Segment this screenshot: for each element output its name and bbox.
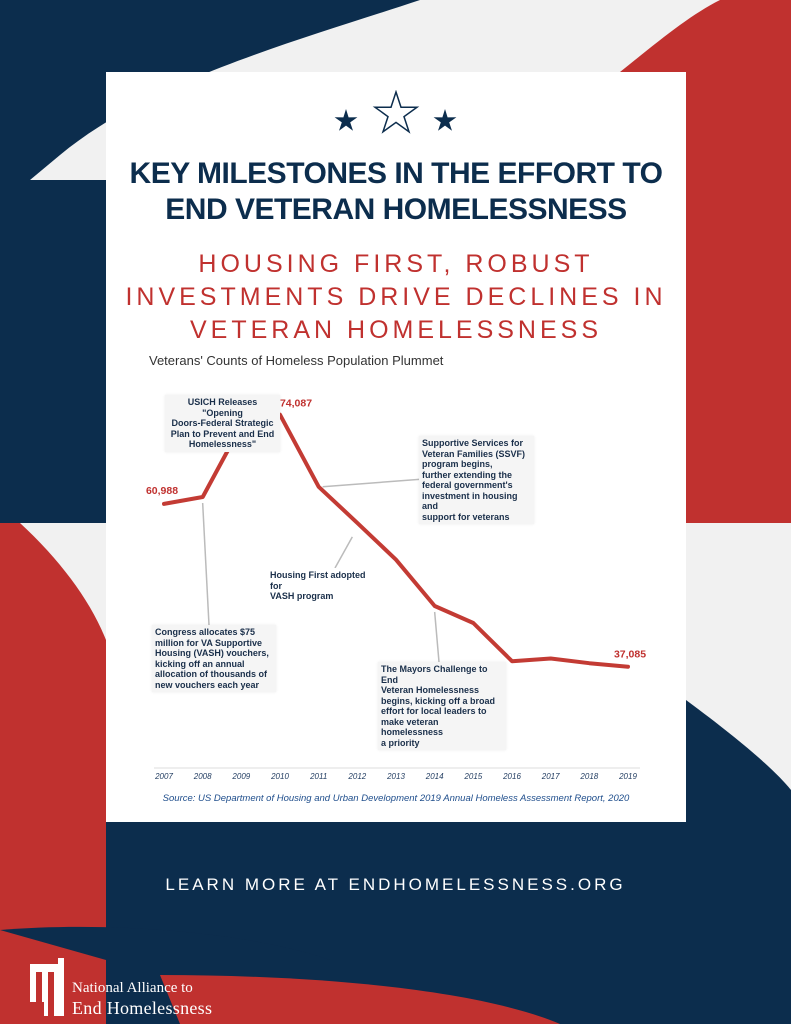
subtitle-line: VETERAN HOMELESSNESS [189,316,603,344]
annotation-line: further extending the [422,469,513,480]
annotation-line: Doors-Federal Strategic [171,418,274,428]
x-tick-label: 2009 [231,772,250,781]
annotation-line: Congress allocates $75 [155,627,256,637]
organization-name-line1: National Alliance to [72,980,193,996]
annotation-leader-line [334,536,353,569]
learn-more-text: LEARN MORE AT ENDHOMELESSNESS.ORG [165,875,626,894]
annotation-line: Veteran Families (SSVF) [422,448,526,459]
data-point [587,661,591,665]
data-point [394,558,398,562]
title-line: END VETERAN HOMELESSNESS [165,193,627,226]
x-tick-label: 2012 [347,772,366,781]
annotation-leader-line [322,478,425,488]
annotation-line: make veteran homelessness [381,716,444,738]
building-logo-icon [28,958,64,1016]
line-chart: 60,988 74,087 37,085 2007 2008 2009 2010 2011 20… [146,398,646,781]
data-point [317,485,321,489]
star-outline-icon [372,90,420,134]
data-point [471,621,475,625]
annotation-line: Supportive Services for [422,438,524,448]
annotation-line: federal government's [422,480,513,490]
data-point [162,502,166,506]
annotation-leader-line [433,611,440,663]
star-icon [334,109,358,131]
data-label: 60,988 [146,485,178,497]
x-tick-label: 2015 [463,772,482,781]
annotation-line: million for VA Supportive [155,637,263,648]
data-point [510,659,514,663]
chart-source: Source: US Department of Housing and Urb… [162,793,630,804]
annotation-leader-line [201,502,210,626]
subtitle-line: INVESTMENTS DRIVE DECLINES IN [125,283,667,311]
stars-decoration [334,90,457,134]
x-tick-label: 2019 [618,772,637,781]
x-tick-label: 2014 [425,772,444,781]
star-icon [433,109,457,131]
annotation-line: effort for local leaders to [381,706,487,716]
annotation-line: program begins, [422,459,493,469]
data-label: 74,087 [280,398,312,410]
annotation-line: allocation of thousands of [155,669,267,679]
data-point [433,604,437,608]
x-tick-label: 2017 [541,772,560,781]
x-tick-label: 2008 [193,772,212,781]
annotation-usich: USICH Releases "Opening Doors-Federal St… [165,395,280,452]
data-point [549,656,553,660]
annotation-line: kicking off an annual [155,658,245,669]
annotation-line: investment in housing and [422,490,518,512]
annotation-mayors-challenge: The Mayors Challenge to End Veteran Home… [378,662,506,750]
x-tick-label: 2018 [579,772,598,781]
title-line: KEY MILESTONES IN THE EFFORT TO [129,157,663,190]
annotation-housing-first: Housing First adopted for VASH program [267,568,382,604]
annotation-line: begins, kicking off a broad [381,695,496,706]
annotation-line: new vouchers each year [155,679,260,690]
x-tick-label: 2011 [309,772,327,781]
annotation-line: VASH program [270,591,334,601]
annotation-line: Housing First adopted for [270,570,366,591]
annotation-line: a priority [381,737,420,748]
chart-title: Veterans' Counts of Homeless Population … [149,353,444,368]
x-tick-label: 2007 [154,772,173,781]
x-tick-label: 2016 [502,772,521,781]
data-point [201,495,205,499]
annotation-vash: Congress allocates $75 million for VA Su… [152,625,276,692]
annotation-ssvf: Supportive Services for Veteran Families… [419,436,534,524]
x-tick-label: 2013 [386,772,405,781]
page-subtitle: HOUSING FIRST, ROBUST INVESTMENTS DRIVE … [106,248,686,347]
organization-name-line2: End Homelessness [72,998,213,1018]
data-label: 37,085 [614,649,646,661]
page-title: KEY MILESTONES IN THE EFFORT TO END VETE… [106,156,686,228]
annotation-line: Homelessness" [188,439,257,449]
annotation-line: USICH Releases "Opening [187,397,258,418]
annotation-line: support for veterans [422,511,510,522]
annotation-line: Plan to Prevent and End [170,428,275,439]
annotation-line: Housing (VASH) vouchers, [155,648,269,658]
infographic-card: KEY MILESTONES IN THE EFFORT TO END VETE… [106,72,686,822]
data-point [626,665,630,669]
subtitle-line: HOUSING FIRST, ROBUST [198,250,594,278]
x-tick-label: 2010 [270,772,289,781]
data-point [355,521,359,525]
annotation-line: The Mayors Challenge to End [381,664,488,685]
annotation-line: Veteran Homelessness [381,685,480,695]
